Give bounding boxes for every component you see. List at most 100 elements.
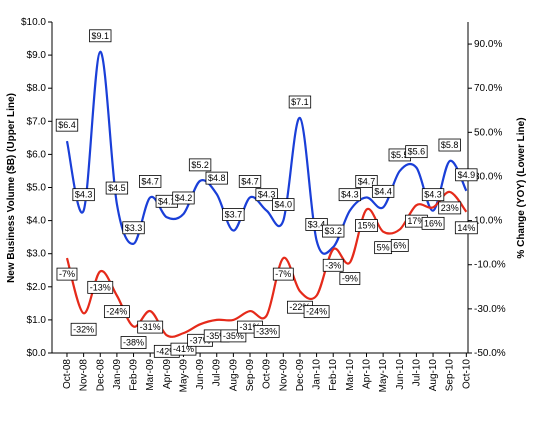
data-label: -3% <box>325 260 341 270</box>
data-label-box <box>120 336 147 349</box>
data-label: $9.1 <box>91 31 109 41</box>
y-tick-label: $9.0 <box>27 50 47 61</box>
y2-tick-label: 70.0% <box>474 83 502 94</box>
data-label-box <box>438 138 461 152</box>
x-tick-label: Jul-09 <box>212 359 223 387</box>
data-label: $4.1 <box>158 196 176 206</box>
data-label: $4.7 <box>241 176 259 186</box>
y-tick-label: $10.0 <box>21 17 46 28</box>
data-label-box <box>322 258 344 272</box>
y-axis-title: New Business Volume ($B) (Upper Line) <box>6 93 17 283</box>
data-label-box <box>56 267 78 281</box>
y2-tick-label: 10.0% <box>474 216 502 227</box>
data-label: -42% <box>156 346 177 356</box>
y-tick-label: $3.0 <box>27 249 47 260</box>
data-label-box <box>205 171 228 185</box>
data-label: $4.8 <box>208 173 226 183</box>
y2-tick-label: 30.0% <box>474 171 502 182</box>
y-tick-label: $7.0 <box>27 116 47 127</box>
data-label-box <box>253 325 280 338</box>
data-label-box <box>322 224 345 238</box>
data-label-box <box>105 181 129 195</box>
data-label-box <box>139 175 162 188</box>
data-label: $4.3 <box>258 190 276 200</box>
data-label-box <box>222 208 245 221</box>
data-label-box <box>421 188 445 202</box>
data-label-box <box>305 218 328 231</box>
x-tick-label: Nov-08 <box>79 359 90 392</box>
data-label-box <box>72 188 95 202</box>
data-label-box <box>338 188 362 202</box>
data-label-box <box>89 29 112 43</box>
data-label: $5.2 <box>191 160 209 170</box>
x-tick-label: Feb-09 <box>129 359 140 391</box>
data-label: $3.3 <box>125 223 143 233</box>
x-tick-label: Dec-08 <box>95 359 106 392</box>
data-label: -35% <box>223 331 244 341</box>
data-label: 5% <box>377 243 390 253</box>
data-label: 14% <box>457 223 475 233</box>
x-tick-label: Feb-10 <box>328 359 339 391</box>
data-label-box <box>455 168 478 182</box>
data-label: -41% <box>173 344 194 354</box>
x-tick-label: Oct-08 <box>62 359 73 389</box>
x-tick-label: Jul-10 <box>411 359 422 387</box>
data-label: -7% <box>59 269 75 279</box>
data-label: $5.5 <box>391 150 409 160</box>
x-tick-label: Mar-09 <box>145 359 156 391</box>
data-label-box <box>272 198 295 212</box>
x-tick-label: Sep-10 <box>445 359 456 392</box>
x-tick-label: Jan-10 <box>312 359 323 390</box>
y2-tick-label: 50.0% <box>474 127 502 138</box>
data-label-box <box>405 145 428 159</box>
y-tick-label: $2.0 <box>27 282 47 293</box>
data-label: 6% <box>393 240 406 250</box>
data-label: $5.8 <box>441 140 459 150</box>
data-label: -33% <box>256 326 277 336</box>
data-label: -22% <box>289 302 310 312</box>
x-tick-label: Jun-10 <box>395 359 406 390</box>
data-label: -31% <box>240 322 261 332</box>
data-label: $4.3 <box>75 190 93 200</box>
x-tick-label: Nov-09 <box>278 359 289 392</box>
y-tick-label: $6.0 <box>27 149 47 160</box>
data-label: -24% <box>106 307 127 317</box>
data-label-box <box>288 95 312 109</box>
data-label-box <box>355 219 378 232</box>
y-tick-label: $8.0 <box>27 83 47 94</box>
x-tick-label: Apr-09 <box>162 359 173 389</box>
y-tick-label: $5.0 <box>27 183 47 194</box>
y2-tick-label: 90.0% <box>474 39 502 50</box>
data-label-box <box>238 175 262 188</box>
data-label: 16% <box>424 218 442 228</box>
data-label-box <box>55 118 79 132</box>
series-line <box>65 50 468 255</box>
data-label: -31% <box>140 322 161 332</box>
x-tick-label: Dec-09 <box>295 359 306 392</box>
x-tick-label: Jun-09 <box>195 359 206 390</box>
data-label: $4.4 <box>374 186 392 196</box>
y-tick-label: $0.0 <box>27 348 47 359</box>
data-label: $4.0 <box>275 200 293 210</box>
data-label: -37% <box>190 335 211 345</box>
data-label-box <box>122 221 145 235</box>
data-label-box <box>339 272 361 285</box>
data-label-box <box>272 267 294 281</box>
data-label: $4.3 <box>341 190 359 200</box>
y2-tick-label: -50.0% <box>474 348 506 359</box>
x-tick-label: May-10 <box>378 359 389 393</box>
data-label-box <box>303 305 330 319</box>
data-label: $4.7 <box>141 176 159 186</box>
y2-tick-label: -30.0% <box>474 304 506 315</box>
y-tick-label: $1.0 <box>27 315 47 326</box>
x-tick-label: Mar-10 <box>345 359 356 391</box>
data-label-box <box>103 305 130 319</box>
x-tick-label: May-09 <box>178 359 189 393</box>
y2-axis-title: % Change (YOY) (Lower Line) <box>516 117 527 258</box>
y-tick-label: $4.0 <box>27 216 47 227</box>
data-label: $7.1 <box>291 97 309 107</box>
data-label: -24% <box>306 307 327 317</box>
data-label: 23% <box>441 203 459 213</box>
x-tick-label: Apr-10 <box>361 359 372 389</box>
y2-tick-label: -10.0% <box>474 260 506 271</box>
